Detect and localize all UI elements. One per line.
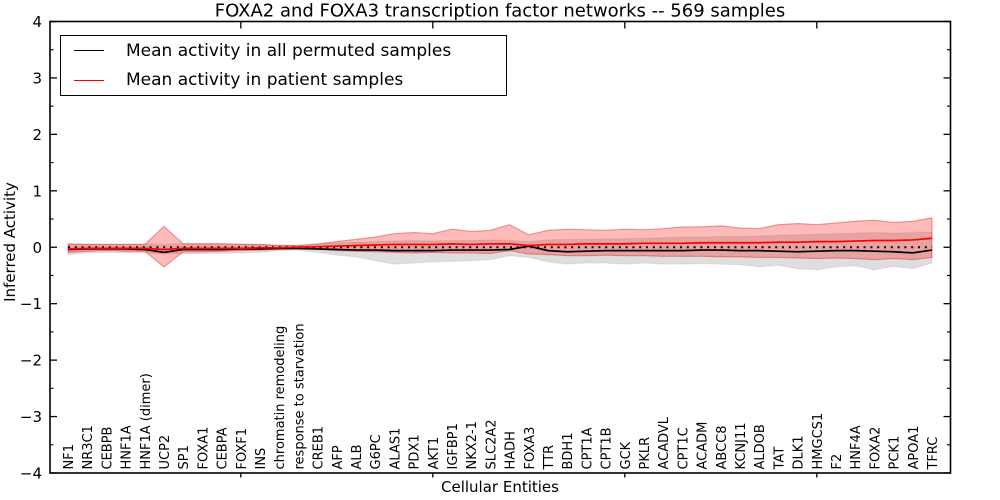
y-tick-label: 1 xyxy=(32,182,42,200)
x-tick-label: FOXA2 xyxy=(868,427,883,470)
legend: Mean activity in all permuted samples Me… xyxy=(60,35,507,96)
y-tick-label: −4 xyxy=(20,465,42,483)
x-tick-label: CPT1B xyxy=(600,427,615,469)
x-tick-label: HNF1A (dimer) xyxy=(139,373,154,469)
x-tick-label: NKX2-1 xyxy=(465,421,480,469)
x-tick-label: TAT xyxy=(772,447,787,471)
x-tick-label: CREB1 xyxy=(312,426,327,470)
x-tick-label: HMGCS1 xyxy=(811,413,826,470)
permuted-samples-range-band xyxy=(67,231,933,271)
x-tick-label: SP1 xyxy=(177,445,192,469)
x-tick-label: ACADVL xyxy=(657,416,672,469)
x-tick-label: ALB xyxy=(350,444,365,469)
x-tick-label: FOXA1 xyxy=(196,427,211,470)
legend-line-sample-permuted-icon xyxy=(74,50,104,52)
x-tick-label: HNF4A xyxy=(849,425,864,469)
y-tick-label: 3 xyxy=(32,69,42,87)
y-axis-label: Inferred Activity xyxy=(1,182,19,302)
chart-title: FOXA2 and FOXA3 transcription factor net… xyxy=(214,0,786,22)
x-tick-label: DLK1 xyxy=(792,435,807,469)
x-tick-label: UCP2 xyxy=(158,435,173,470)
x-tick-label: KCNJ11 xyxy=(734,423,749,470)
x-tick-label: ACADM xyxy=(696,422,711,470)
x-tick-label: AKT1 xyxy=(427,437,442,470)
y-ticks: −4 −3 −2 −1 0 1 2 3 4 xyxy=(20,13,951,483)
x-tick-label: F2 xyxy=(830,454,845,470)
legend-entry: Mean activity in all permuted samples xyxy=(61,37,506,65)
x-tick-label: IGFBP1 xyxy=(446,423,461,469)
x-tick-label: PDX1 xyxy=(408,434,423,469)
x-tick-label: PCK1 xyxy=(888,436,903,470)
legend-entry: Mean activity in patient samples xyxy=(61,66,506,94)
x-tick-label: GCK xyxy=(619,441,634,469)
x-tick-label: G6PC xyxy=(369,434,384,469)
y-tick-label: −1 xyxy=(20,295,42,313)
x-tick-label: ALAS1 xyxy=(388,428,403,470)
patient-samples-range-band xyxy=(67,217,933,268)
x-tick-labels: NF1 NR3C1 CEBPB HNF1A HNF1A (dimer) UCP2 SP1 FO… xyxy=(62,323,941,470)
x-ticks xyxy=(240,21,818,478)
x-tick-label: CPT1C xyxy=(676,427,691,469)
y-tick-label: −2 xyxy=(20,352,42,370)
x-tick-label: PKLR xyxy=(638,437,653,470)
x-tick-label: CEBPB xyxy=(100,427,115,470)
x-tick-label: HADH xyxy=(504,431,519,469)
x-tick-label: APOA1 xyxy=(907,426,922,470)
x-tick-label: NF1 xyxy=(62,444,77,469)
x-tick-label: AFP xyxy=(331,445,346,469)
y-tick-label: 4 xyxy=(32,13,42,31)
x-tick-label: FOXA3 xyxy=(523,427,538,470)
y-tick-label: −3 xyxy=(20,408,42,426)
x-tick-label: NR3C1 xyxy=(81,425,96,469)
permuted-mean-line xyxy=(67,245,933,254)
x-tick-label: FOXF1 xyxy=(235,428,250,470)
y-tick-label: 2 xyxy=(32,126,42,144)
x-axis-label: Cellular Entities xyxy=(441,478,559,496)
patient-mean-line xyxy=(67,237,933,251)
x-tick-label: BDH1 xyxy=(561,433,576,470)
x-tick-label: HNF1A xyxy=(120,425,135,469)
legend-line-sample-patient-icon xyxy=(74,79,104,81)
x-tick-label: INS xyxy=(254,448,269,470)
x-tick-label: ABCC8 xyxy=(715,425,730,469)
x-tick-label: ALDOB xyxy=(753,424,768,469)
legend-label: Mean activity in all permuted samples xyxy=(126,40,452,61)
x-tick-label: CPT1A xyxy=(580,427,595,469)
x-tick-label: CEBPA xyxy=(216,427,231,469)
x-tick-label: TFRC xyxy=(926,437,941,471)
legend-label: Mean activity in patient samples xyxy=(126,70,404,91)
x-tick-label: chromatin remodeling xyxy=(273,326,288,470)
x-tick-label: TTR xyxy=(542,445,557,471)
y-tick-label: 0 xyxy=(32,239,42,257)
x-tick-label: SLC2A2 xyxy=(484,419,499,469)
x-tick-label: response to starvation xyxy=(292,323,307,469)
